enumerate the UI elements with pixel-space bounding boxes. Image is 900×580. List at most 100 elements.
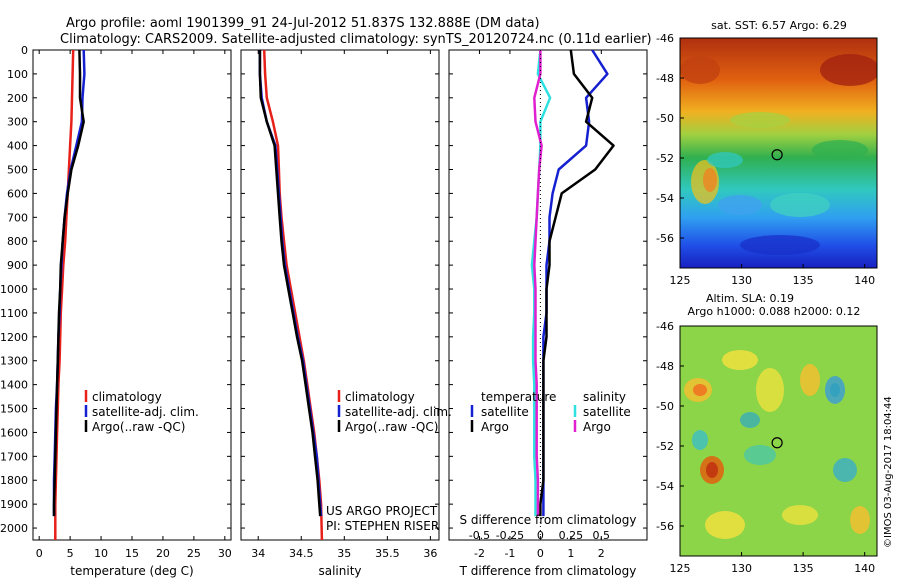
- map-y-tick-label: -46: [656, 32, 674, 45]
- map-y-tick-label: -54: [656, 480, 674, 493]
- x-tick-label: 25: [187, 547, 201, 560]
- x-tick-label: 2: [598, 547, 605, 560]
- sla-texture: [706, 462, 718, 478]
- x-tick-label: 0.25: [559, 529, 584, 542]
- y-tick-label: 200: [7, 92, 28, 105]
- salinity-axes: [240, 49, 440, 541]
- sst-texture: [740, 235, 820, 255]
- sla-texture: [800, 364, 820, 396]
- series-line-satellite-adj-clim-: [52, 50, 86, 517]
- map-y-tick-label: -48: [656, 72, 674, 85]
- sst-texture: [820, 54, 877, 86]
- map-y-tick-label: -50: [656, 112, 674, 125]
- sst-map-frame: [679, 37, 878, 269]
- series-line-climatology: [54, 50, 75, 540]
- y-tick-label: 1900: [0, 498, 28, 511]
- x-tick-label: 0: [36, 547, 43, 560]
- x-tick-label: -1: [504, 547, 515, 560]
- sla-map-title-line1: Altim. SLA: 0.19: [706, 292, 794, 305]
- sla-texture: [782, 505, 818, 525]
- sst-texture: [770, 193, 830, 217]
- series-line-argo-raw-qc-: [52, 50, 85, 517]
- argo-location-marker: [771, 149, 783, 161]
- x-tick-label: 20: [156, 547, 170, 560]
- y-tick-label: 1400: [0, 379, 28, 392]
- y-tick-label: 1700: [0, 450, 28, 463]
- s-difference-xlabel: S difference from climatology: [460, 513, 637, 527]
- y-tick-label: 700: [7, 211, 28, 224]
- y-tick-label: 300: [7, 116, 28, 129]
- legend-temperature-title: temperature: [481, 390, 556, 404]
- sst-texture: [812, 140, 868, 160]
- sst-map-ticks: 125 130 135 140 -46 -48 -50 -52 -54 -56: [656, 32, 875, 287]
- legend-climatology: climatology: [92, 390, 162, 404]
- x-tick-label: -2: [474, 547, 485, 560]
- x-tick-label: 0: [537, 547, 544, 560]
- sla-texture: [744, 445, 776, 465]
- map-y-tick-label: -56: [656, 232, 674, 245]
- legend-t-satellite: satellite: [481, 405, 529, 419]
- sla-texture: [756, 368, 784, 412]
- legend-s-satellite: satellite: [583, 405, 631, 419]
- y-tick-label: 100: [7, 68, 28, 81]
- temperature-xlabel: temperature (deg C): [70, 564, 193, 578]
- y-tick-label: 800: [7, 235, 28, 248]
- pi-annotation: PI: STEPHEN RISER: [326, 519, 439, 533]
- sst-map-title: sat. SST: 6.57 Argo: 6.29: [711, 19, 847, 32]
- sst-texture: [718, 195, 762, 215]
- sla-map-ticks: 125 130 135 140 -46 -48 -50 -52 -54 -56: [656, 320, 875, 575]
- legend-argo: Argo(..raw -QC): [345, 420, 438, 434]
- series-line-temperature-satellite: [542, 50, 609, 517]
- sst-texture: [730, 112, 790, 128]
- sla-texture: [830, 383, 840, 397]
- sst-map: [680, 38, 877, 268]
- legend-climatology: climatology: [345, 390, 415, 404]
- sla-texture: [693, 384, 707, 396]
- sst-texture: [703, 168, 717, 192]
- map-y-tick-label: -50: [656, 400, 674, 413]
- sla-map: [680, 326, 877, 556]
- x-tick-label: 36: [423, 547, 437, 560]
- map-x-tick-label: 140: [854, 274, 875, 287]
- map-x-tick-label: 135: [793, 562, 814, 575]
- legend-s-argo: Argo: [583, 420, 611, 434]
- y-tick-label: 0: [21, 44, 28, 57]
- difference-legend: temperature salinity satellite Argo sate…: [470, 390, 631, 434]
- sla-texture: [833, 458, 857, 482]
- x-tick-label: 15: [125, 547, 139, 560]
- x-tick-label: 5: [67, 547, 74, 560]
- axis-ticks: 0100200300400500600700800900100011001200…: [0, 44, 647, 560]
- temperature-legend: climatology satellite-adj. clim. Argo(..…: [84, 390, 199, 434]
- y-tick-label: 2000: [0, 522, 28, 535]
- legend-satellite-adj: satellite-adj. clim.: [92, 405, 199, 419]
- series-line-argo-raw-qc-: [258, 50, 322, 517]
- argo-location-marker: [771, 437, 783, 449]
- legend-salinity-title: salinity: [583, 390, 626, 404]
- profile-lines: [52, 50, 615, 540]
- difference-axes: [448, 49, 648, 541]
- series-line-salinity-argo: [533, 50, 543, 517]
- series-line-climatology: [262, 50, 324, 540]
- x-tick-label: 30: [218, 547, 232, 560]
- map-y-tick-label: -48: [656, 360, 674, 373]
- project-annotation: US ARGO PROJECT: [326, 504, 438, 518]
- map-y-tick-label: -54: [656, 192, 674, 205]
- sla-texture: [850, 506, 870, 534]
- map-y-tick-label: -46: [656, 320, 674, 333]
- y-tick-label: 1100: [0, 307, 28, 320]
- y-tick-label: 500: [7, 164, 28, 177]
- y-tick-label: 1200: [0, 331, 28, 344]
- x-tick-label: -0.5: [469, 529, 490, 542]
- y-tick-label: 600: [7, 187, 28, 200]
- x-tick-label: 0.5: [593, 529, 611, 542]
- map-x-tick-label: 125: [670, 274, 691, 287]
- x-tick-label: 34.5: [289, 547, 314, 560]
- map-x-tick-label: 125: [670, 562, 691, 575]
- sla-texture: [705, 511, 745, 539]
- map-x-tick-label: 130: [731, 562, 752, 575]
- y-tick-label: 1600: [0, 426, 28, 439]
- x-tick-label: -0.25: [496, 529, 524, 542]
- t-difference-xlabel: T difference from climatology: [459, 564, 637, 578]
- map-x-tick-label: 130: [731, 274, 752, 287]
